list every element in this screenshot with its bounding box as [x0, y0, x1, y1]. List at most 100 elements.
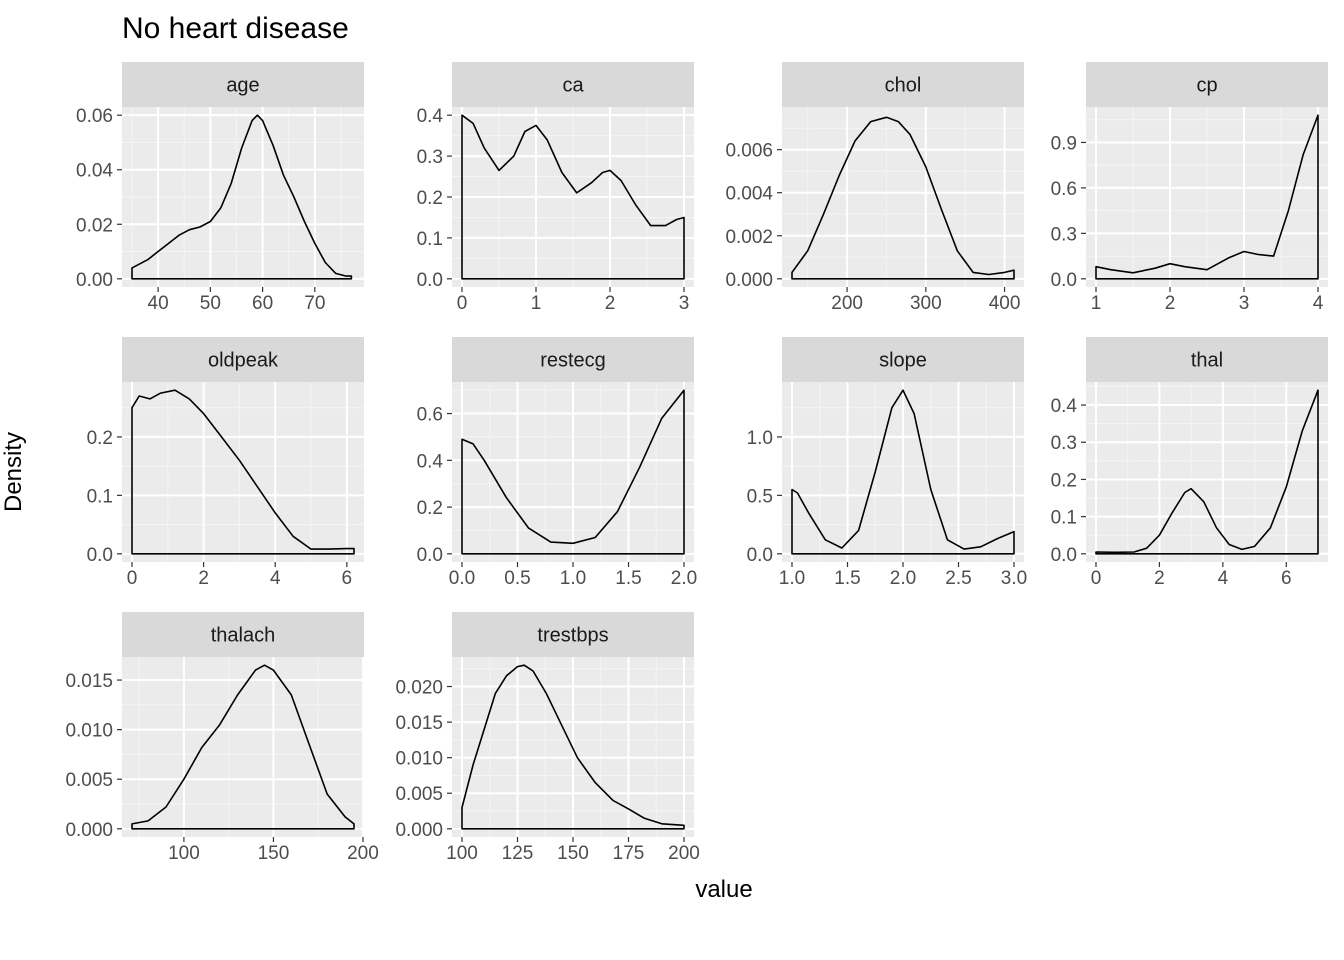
y-tick-label: 0.0 — [747, 545, 773, 566]
density-curve — [461, 389, 685, 555]
x-tick-label: 200 — [668, 843, 700, 864]
x-tick-label: 1.0 — [779, 568, 805, 589]
y-tick-label: 0.020 — [395, 678, 443, 699]
x-tick-label: 4 — [1313, 293, 1324, 314]
y-tick-label: 0.2 — [87, 428, 113, 449]
density-curve — [791, 389, 1015, 555]
x-tick-label: 0 — [127, 568, 138, 589]
strip-background — [452, 612, 694, 657]
x-tick-label: 150 — [258, 843, 290, 864]
y-tick-label: 0.005 — [65, 770, 113, 791]
facet-panel-restecg: 0.0 0.5 1.0 1.5 2.0 0.0 0.2 0.4 0.6 restecg — [417, 337, 697, 589]
y-tick-label: 0.4 — [417, 106, 444, 127]
y-tick-label: 0.02 — [76, 215, 113, 236]
x-tick-label: 100 — [168, 843, 200, 864]
strip-label: trestbps — [537, 625, 608, 647]
y-tick-label: 0.000 — [725, 270, 773, 291]
x-tick-label: 0.5 — [504, 568, 530, 589]
strip-label: restecg — [540, 350, 606, 372]
y-tick-label: 0.000 — [395, 820, 443, 841]
y-tick-label: 0.010 — [395, 749, 443, 770]
y-tick-label: 0.002 — [725, 227, 773, 248]
x-tick-label: 1 — [1091, 293, 1102, 314]
x-tick-label: 1.5 — [615, 568, 641, 589]
facet-panel-thalach: 100 150 200 0.000 0.005 0.010 0.015 thalach — [65, 612, 379, 864]
x-tick-label: 0 — [1091, 568, 1102, 589]
facet-panel-ca: 0 1 2 3 0.0 0.1 0.2 0.3 0.4 ca — [417, 62, 694, 314]
x-tick-label: 40 — [148, 293, 169, 314]
facet-panel-trestbps: 100 125 150 175 200 0.000 0.005 0.010 0.015 0.020… — [395, 612, 700, 864]
y-tick-label: 0.3 — [1051, 224, 1077, 245]
x-tick-label: 150 — [557, 843, 589, 864]
y-tick-label: 0.1 — [417, 229, 443, 250]
density-curve — [461, 114, 685, 280]
y-tick-label: 0.0 — [1051, 545, 1077, 566]
strip-background — [782, 62, 1024, 107]
strip-background — [1086, 337, 1328, 382]
y-tick-label: 0.005 — [395, 784, 443, 805]
x-tick-label: 3 — [1239, 293, 1250, 314]
strip-label: thalach — [211, 625, 276, 647]
facet-panel-oldpeak: 0 2 4 6 0.0 0.1 0.2 oldpeak — [87, 337, 364, 589]
facet-panel-cp: 1 2 3 4 0.0 0.3 0.6 0.9 cp — [1051, 62, 1328, 314]
x-tick-label: 4 — [270, 568, 281, 589]
x-tick-label: 0.0 — [449, 568, 475, 589]
facet-panel-age: 40 50 60 70 0.00 0.02 0.04 0.06 age — [76, 62, 364, 314]
y-tick-label: 0.1 — [1051, 508, 1077, 529]
panel-background — [782, 107, 1024, 287]
density-curve — [131, 389, 355, 555]
chart-title: No heart disease — [122, 12, 349, 45]
y-tick-label: 0.0 — [417, 270, 443, 291]
y-tick-label: 0.0 — [417, 545, 443, 566]
strip-background — [452, 62, 694, 107]
y-tick-label: 0.04 — [76, 161, 113, 182]
y-tick-label: 0.0 — [87, 545, 113, 566]
strip-label: age — [226, 75, 259, 97]
x-tick-label: 2 — [1165, 293, 1176, 314]
y-tick-label: 1.0 — [747, 428, 773, 449]
x-tick-label: 200 — [347, 843, 379, 864]
x-tick-label: 175 — [613, 843, 645, 864]
x-tick-label: 2 — [1154, 568, 1165, 589]
density-curve — [131, 114, 353, 280]
y-tick-label: 0.00 — [76, 270, 113, 291]
x-tick-label: 1.0 — [560, 568, 586, 589]
facet-panel-slope: 1.0 1.5 2.0 2.5 3.0 0.0 0.5 1.0 slope — [747, 337, 1027, 589]
facet-panel-chol: 200 300 400 0.000 0.002 0.004 0.006 chol — [725, 62, 1024, 314]
strip-background — [122, 612, 364, 657]
x-tick-label: 1 — [531, 293, 542, 314]
x-tick-label: 2.5 — [945, 568, 971, 589]
y-tick-label: 0.000 — [65, 820, 113, 841]
strip-label: cp — [1196, 75, 1217, 97]
strip-label: thal — [1191, 350, 1223, 372]
y-tick-label: 0.6 — [417, 405, 443, 426]
y-tick-label: 0.015 — [65, 671, 113, 692]
density-curve — [131, 664, 355, 830]
panel-background — [122, 657, 364, 837]
density-curve — [461, 664, 685, 830]
y-tick-label: 0.015 — [395, 713, 443, 734]
strip-label: oldpeak — [208, 350, 279, 372]
y-tick-label: 0.9 — [1051, 133, 1077, 154]
y-tick-label: 0.1 — [87, 486, 113, 507]
x-tick-label: 6 — [342, 568, 353, 589]
x-tick-label: 50 — [200, 293, 221, 314]
x-tick-label: 2.0 — [671, 568, 697, 589]
x-tick-label: 2.0 — [890, 568, 916, 589]
x-tick-label: 1.5 — [834, 568, 860, 589]
density-curve — [1095, 389, 1319, 555]
y-tick-label: 0.06 — [76, 106, 113, 127]
x-tick-label: 400 — [989, 293, 1021, 314]
x-tick-label: 3 — [679, 293, 690, 314]
y-tick-label: 0.5 — [747, 486, 773, 507]
y-tick-label: 0.3 — [417, 147, 443, 168]
strip-background — [122, 337, 364, 382]
x-tick-label: 200 — [831, 293, 863, 314]
x-tick-label: 2 — [198, 568, 209, 589]
x-axis-label: value — [695, 876, 753, 903]
strip-background — [1086, 62, 1328, 107]
x-tick-label: 6 — [1281, 568, 1292, 589]
x-tick-label: 70 — [304, 293, 325, 314]
x-tick-label: 0 — [457, 293, 468, 314]
